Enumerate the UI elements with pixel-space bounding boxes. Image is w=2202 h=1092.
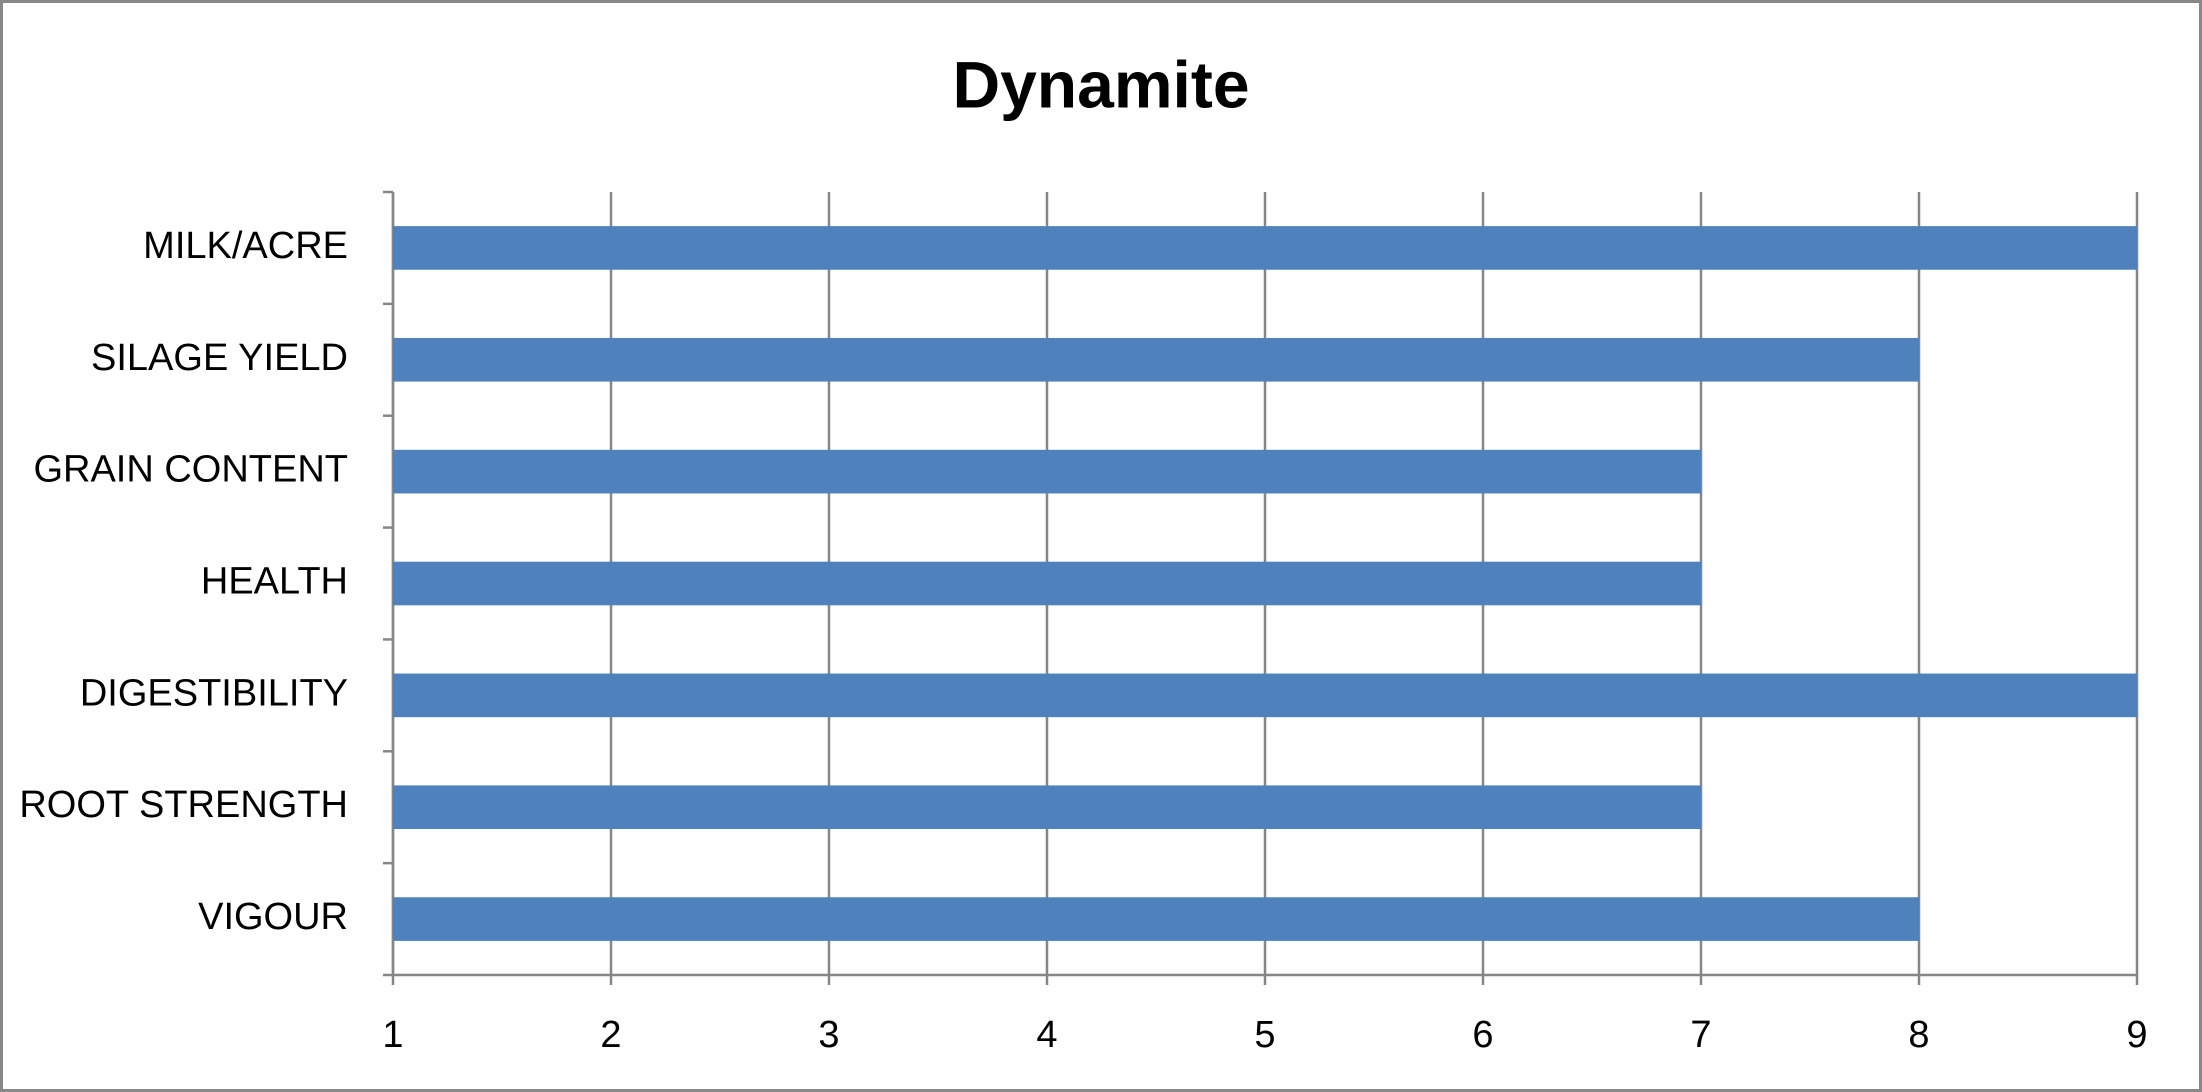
- x-tick-label: 4: [1036, 1014, 1057, 1056]
- y-tick-label: MILK/ACRE: [143, 225, 348, 267]
- chart-title: Dynamite: [952, 47, 1249, 121]
- y-tick-label: ROOT STRENGTH: [19, 784, 348, 826]
- bar: [393, 673, 2137, 718]
- x-tick-label: 2: [600, 1014, 621, 1056]
- x-tick-label: 8: [1908, 1014, 1929, 1056]
- bar: [393, 226, 2137, 270]
- x-tick-label: 9: [2126, 1014, 2147, 1056]
- y-tick-label: GRAIN CONTENT: [33, 449, 348, 491]
- bar: [393, 337, 1919, 382]
- x-tick-label: 1: [382, 1014, 403, 1056]
- x-tick-label: 6: [1472, 1014, 1493, 1056]
- bar: [393, 785, 1701, 830]
- y-tick-label: HEALTH: [201, 561, 348, 603]
- x-tick-label: 5: [1254, 1014, 1275, 1056]
- x-tick-label: 3: [818, 1014, 839, 1056]
- y-tick-label: SILAGE YIELD: [91, 337, 348, 379]
- bar: [393, 897, 1919, 941]
- x-tick-label: 7: [1690, 1014, 1711, 1056]
- bar: [393, 449, 1701, 494]
- y-tick-label: VIGOUR: [198, 896, 348, 938]
- y-tick-label: DIGESTIBILITY: [80, 672, 348, 714]
- bar: [393, 561, 1701, 606]
